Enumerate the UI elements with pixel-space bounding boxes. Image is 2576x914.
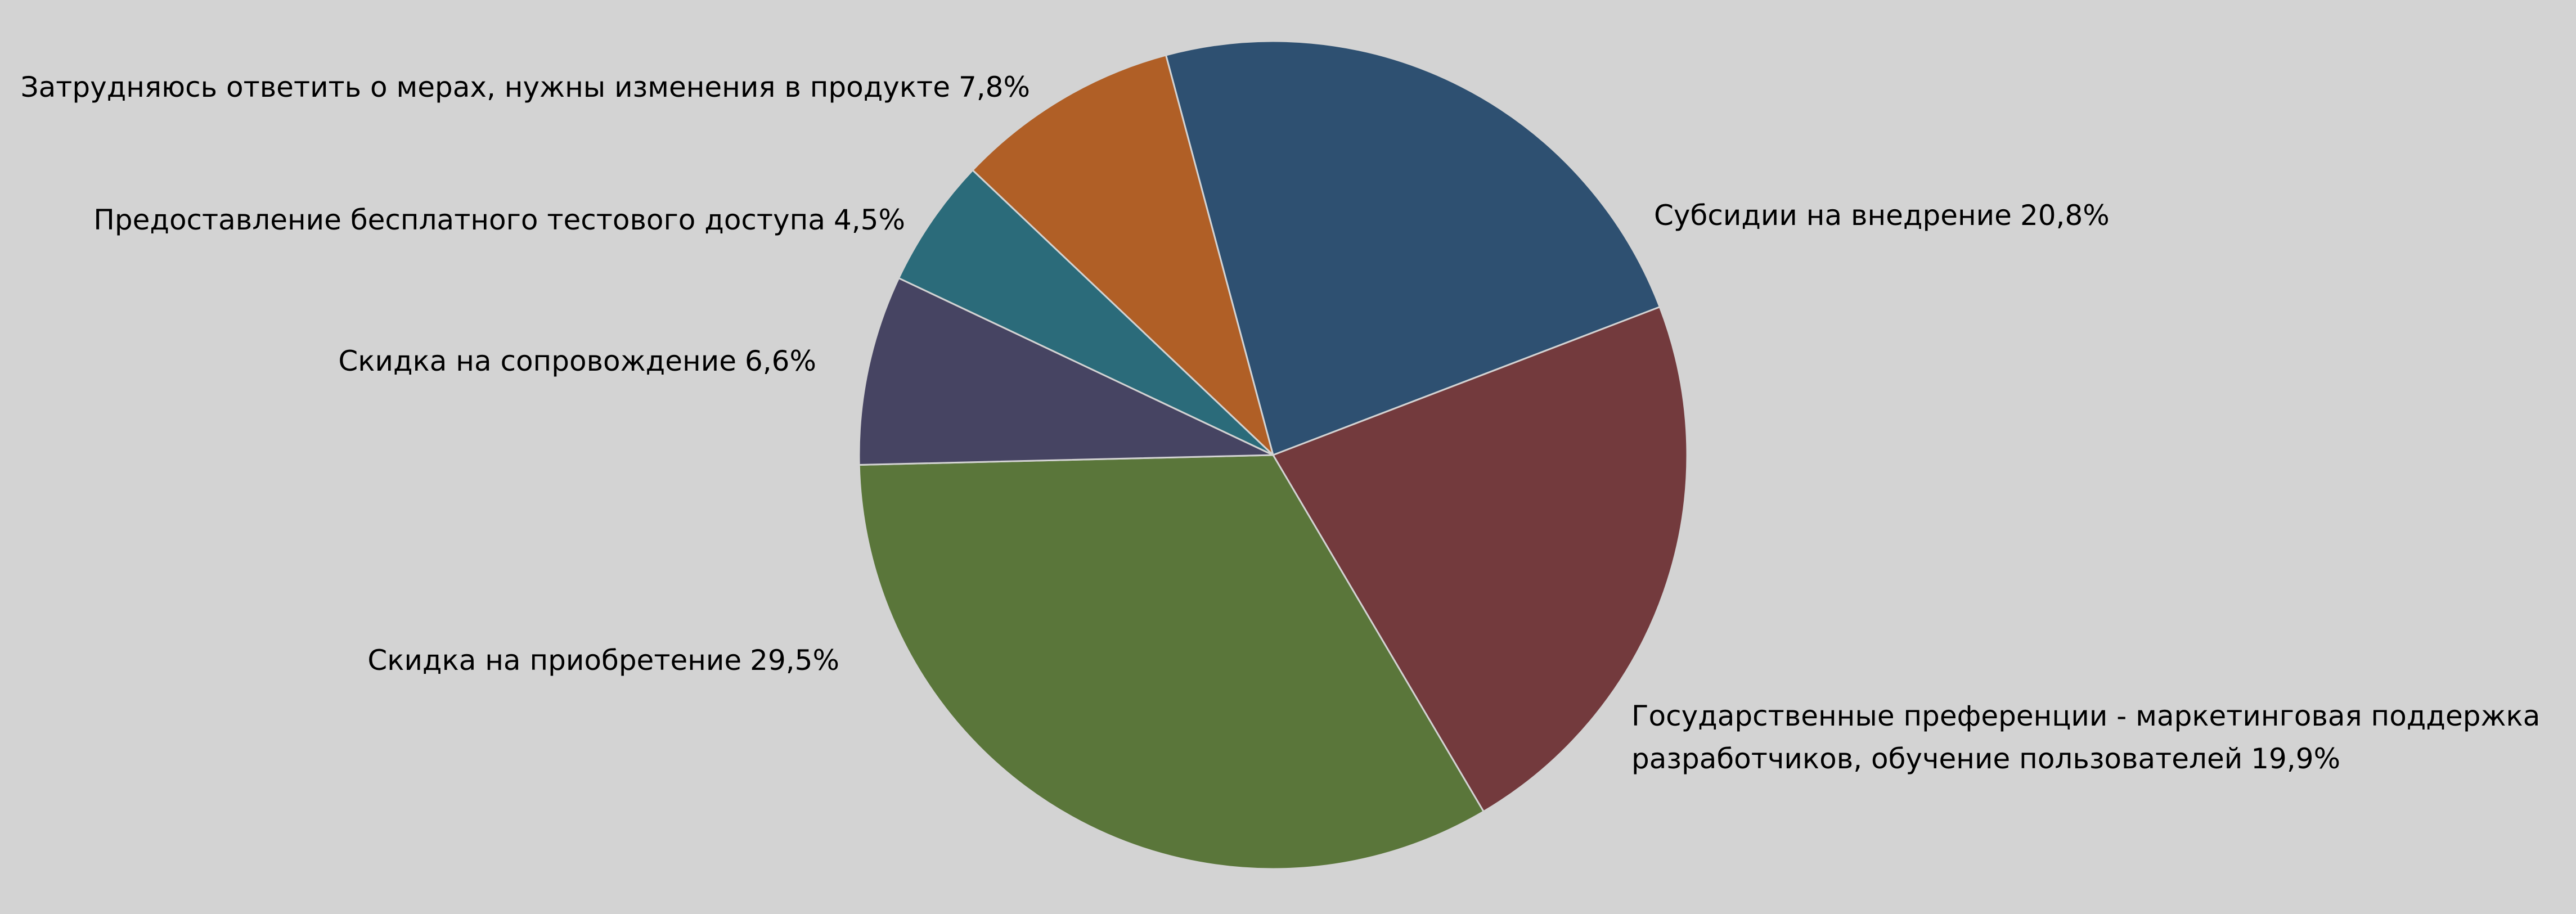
value-label: 6,6%	[744, 345, 816, 377]
slice-label: Затрудняюсь ответить о мерах, нужны изме…	[21, 66, 1030, 109]
category-label: Субсидии на внедрение	[1654, 199, 2012, 232]
pie-slice	[1165, 40, 1661, 456]
category-label: Предоставление бесплатного тестового дос…	[93, 204, 825, 236]
slice-label: Государственные преференции - маркетинго…	[1631, 695, 2543, 780]
category-label: Государственные преференции - маркетинго…	[1631, 700, 2541, 775]
pie-slice	[858, 277, 1274, 466]
slice-label: Скидка на сопровождение 6,6%	[338, 340, 816, 382]
value-label: 4,5%	[833, 204, 905, 236]
pie-slice	[971, 54, 1275, 458]
slice-label: Скидка на приобретение 29,5%	[367, 639, 839, 682]
slice-label: Субсидии на внедрение 20,8%	[1654, 194, 2110, 237]
category-label: Скидка на сопровождение	[338, 345, 736, 377]
category-label: Скидка на приобретение	[367, 644, 742, 677]
value-label: 19,9%	[2251, 742, 2341, 775]
pie-slice	[897, 169, 1274, 456]
pie-slice	[858, 454, 1485, 870]
category-label: Затрудняюсь ответить о мерах, нужны изме…	[20, 71, 950, 103]
slice-label: Предоставление бесплатного тестового дос…	[93, 199, 905, 241]
pie-slice	[1271, 305, 1688, 813]
value-label: 7,8%	[958, 71, 1030, 103]
value-label: 20,8%	[2020, 199, 2110, 232]
value-label: 29,5%	[750, 644, 839, 677]
